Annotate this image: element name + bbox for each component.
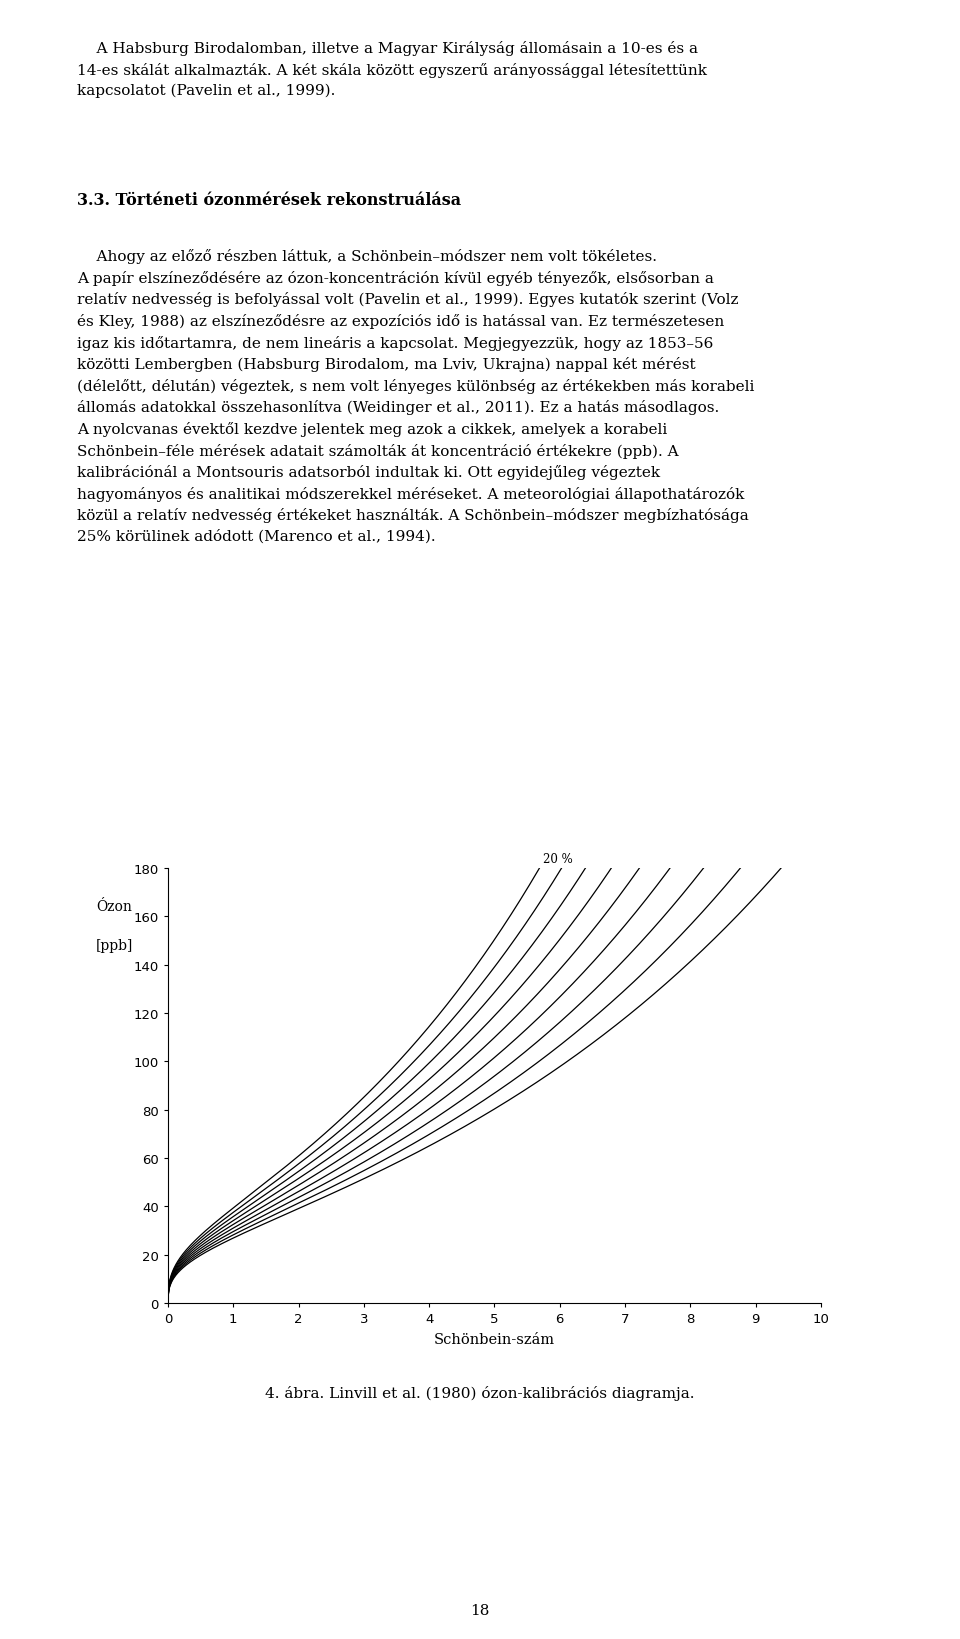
Text: Ózon: Ózon: [96, 900, 132, 913]
Text: [ppb]: [ppb]: [96, 938, 133, 952]
Text: 20 %: 20 %: [543, 852, 573, 865]
X-axis label: Schönbein-szám: Schönbein-szám: [434, 1333, 555, 1346]
Text: Ahogy az előző részben láttuk, a Schönbein–módszer nem volt tökéletes.
A papír e: Ahogy az előző részben láttuk, a Schönbe…: [77, 249, 755, 544]
Text: 4. ábra. Linvill et al. (1980) ózon-kalibrációs diagramja.: 4. ábra. Linvill et al. (1980) ózon-kali…: [265, 1385, 695, 1400]
Text: 3.3. Történeti ózonmérések rekonstruálása: 3.3. Történeti ózonmérések rekonstruálás…: [77, 192, 461, 208]
Text: 18: 18: [470, 1603, 490, 1618]
Text: A Habsburg Birodalomban, illetve a Magyar Királyság állomásain a 10-es és a
14-e: A Habsburg Birodalomban, illetve a Magya…: [77, 41, 707, 98]
